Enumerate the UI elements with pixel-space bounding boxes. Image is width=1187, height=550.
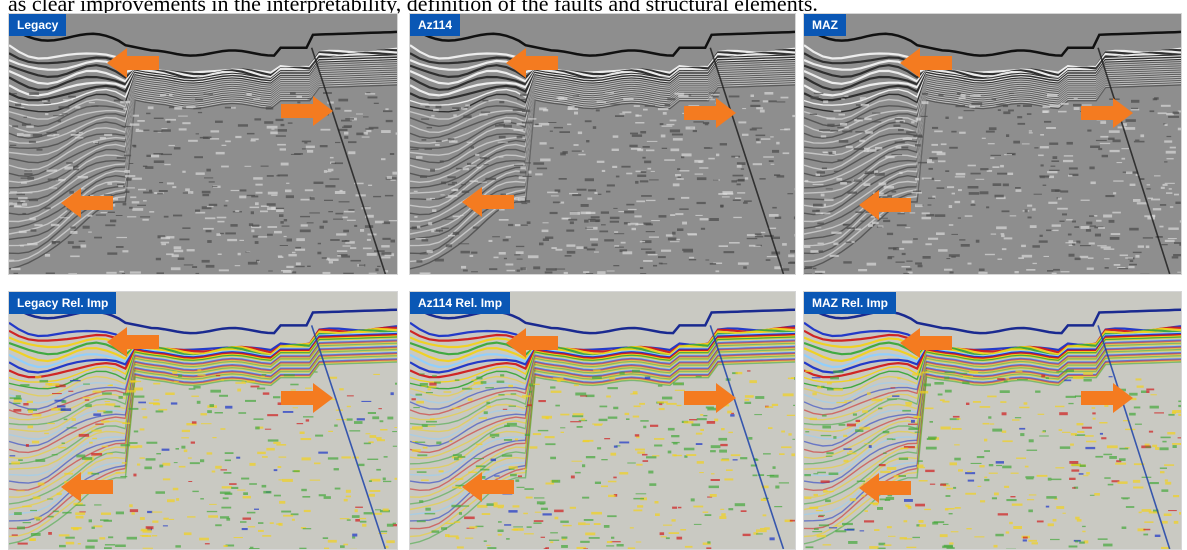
panel-maz-rel-imp: MAZ Rel. Imp (803, 291, 1182, 550)
orange-arrow-icon (900, 48, 952, 78)
panel-legacy: Legacy (8, 13, 398, 275)
orange-arrow-icon (1081, 383, 1133, 413)
orange-arrow-icon (61, 472, 113, 502)
orange-arrow-icon (462, 187, 514, 217)
orange-arrow-icon (900, 328, 952, 358)
orange-arrow-icon (684, 98, 736, 128)
orange-arrow-icon (107, 327, 159, 357)
orange-arrow-icon (281, 96, 333, 126)
orange-arrow-icon (684, 383, 736, 413)
panel-az114: Az114 (409, 13, 796, 275)
panel-label: MAZ (804, 14, 846, 36)
orange-arrow-icon (1081, 98, 1133, 128)
orange-arrow-icon (506, 48, 558, 78)
impedance-section-image (9, 292, 397, 549)
orange-arrow-icon (281, 383, 333, 413)
seismic-section-image (9, 14, 397, 274)
orange-arrow-icon (506, 328, 558, 358)
panel-maz: MAZ (803, 13, 1182, 275)
figure-caption: as clear improvements in the interpretab… (8, 0, 818, 16)
impedance-section-image (410, 292, 795, 549)
impedance-section-image (804, 292, 1181, 549)
orange-arrow-icon (107, 48, 159, 78)
orange-arrow-icon (859, 473, 911, 503)
panel-label: Legacy Rel. Imp (9, 292, 117, 314)
panel-legacy-rel-imp: Legacy Rel. Imp (8, 291, 398, 550)
panel-label: Az114 (410, 14, 461, 36)
orange-arrow-icon (859, 190, 911, 220)
seismic-section-image (410, 14, 795, 274)
orange-arrow-icon (462, 472, 514, 502)
orange-arrow-icon (61, 188, 113, 218)
panel-label: MAZ Rel. Imp (804, 292, 897, 314)
panel-az114-rel-imp: Az114 Rel. Imp (409, 291, 796, 550)
seismic-section-image (804, 14, 1181, 274)
panel-label: Az114 Rel. Imp (410, 292, 511, 314)
panel-label: Legacy (9, 14, 67, 36)
